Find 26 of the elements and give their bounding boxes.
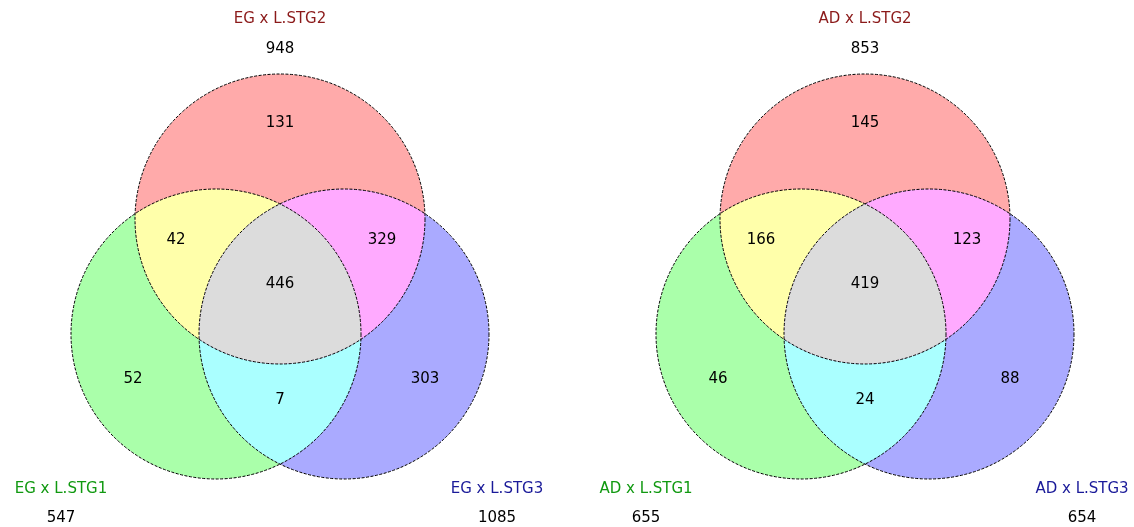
data-label: 547 <box>46 507 76 526</box>
data-label: 1085 <box>477 507 517 526</box>
text: 446 <box>265 273 295 292</box>
category-label: EG x L.STG2 <box>233 8 327 27</box>
text: 329 <box>367 229 397 248</box>
text: 24 <box>855 389 875 408</box>
data-label: 948 <box>265 38 295 57</box>
text: 52 <box>123 368 143 387</box>
category-label: EG x L.STG1 <box>14 478 108 497</box>
category-label: AD x L.STG3 <box>1035 478 1129 497</box>
text: 131 <box>265 112 295 131</box>
text: 419 <box>850 273 880 292</box>
category-label: AD x L.STG2 <box>818 8 912 27</box>
text: 88 <box>1000 368 1020 387</box>
text: 42 <box>166 229 186 248</box>
data-label: 853 <box>850 38 880 57</box>
data-label: 655 <box>631 507 661 526</box>
category-label: EG x L.STG3 <box>450 478 544 497</box>
text: 123 <box>952 229 982 248</box>
category-label: AD x L.STG1 <box>599 478 693 497</box>
text: 7 <box>275 389 285 408</box>
text: 46 <box>708 368 728 387</box>
text: 166 <box>746 229 776 248</box>
text: 303 <box>410 368 440 387</box>
text: 145 <box>850 112 880 131</box>
data-label: 654 <box>1067 507 1097 526</box>
